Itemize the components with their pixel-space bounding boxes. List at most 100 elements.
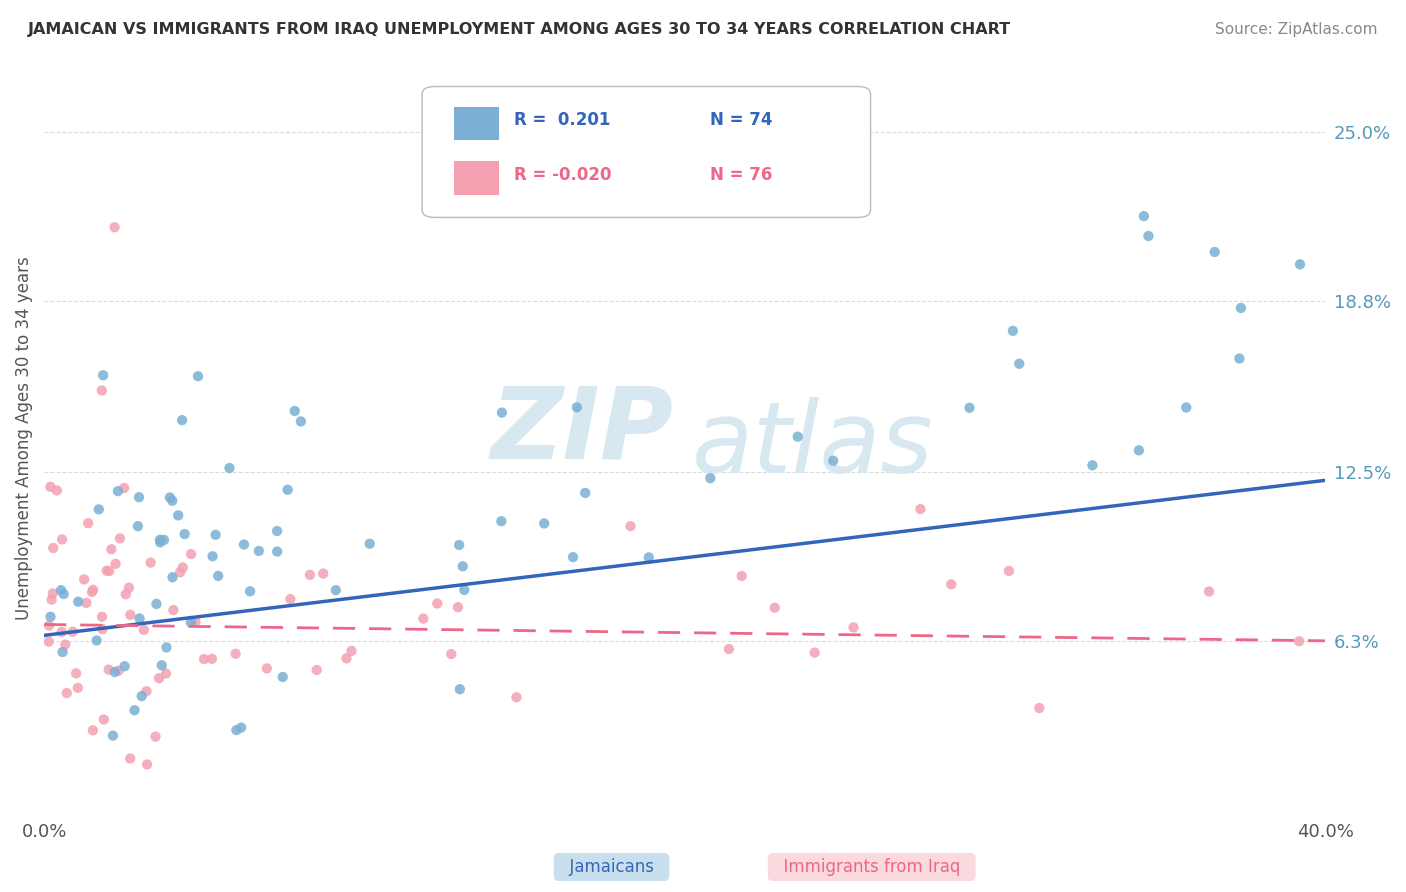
Text: N = 76: N = 76	[710, 166, 773, 184]
Point	[75, 596, 97, 610]
Point	[233, 537, 256, 551]
Text: ZIP: ZIP	[491, 382, 673, 479]
Point	[145, 730, 167, 744]
Point	[66, 681, 89, 695]
Point	[91, 609, 114, 624]
Text: atlas: atlas	[692, 397, 934, 494]
Point	[82, 723, 104, 738]
Point	[155, 640, 177, 655]
Point	[90, 384, 112, 398]
Point	[440, 647, 463, 661]
Bar	[454, 161, 499, 195]
Point	[699, 471, 721, 485]
Point	[298, 567, 321, 582]
Point	[128, 490, 150, 504]
Point	[204, 528, 226, 542]
Point	[139, 556, 162, 570]
Point	[359, 537, 381, 551]
Point	[451, 559, 474, 574]
Point	[91, 368, 114, 383]
Point	[180, 547, 202, 561]
Point	[823, 454, 845, 468]
Point	[280, 592, 302, 607]
Point	[340, 644, 363, 658]
Point	[910, 502, 932, 516]
Point	[45, 483, 67, 498]
Point	[73, 573, 96, 587]
Point	[52, 645, 75, 659]
Point	[1028, 701, 1050, 715]
Point	[82, 582, 104, 597]
Point	[491, 406, 513, 420]
Point	[786, 430, 808, 444]
Point	[159, 491, 181, 505]
Point	[1008, 357, 1031, 371]
Point	[271, 670, 294, 684]
Point	[184, 615, 207, 629]
Point	[193, 652, 215, 666]
Point	[1081, 458, 1104, 473]
Point	[162, 570, 184, 584]
Text: N = 74: N = 74	[710, 112, 773, 129]
Point	[207, 569, 229, 583]
Point	[167, 508, 190, 523]
Point	[284, 404, 307, 418]
Point	[169, 566, 191, 580]
Point	[101, 729, 124, 743]
Point	[160, 493, 183, 508]
Point	[803, 646, 825, 660]
Point	[91, 622, 114, 636]
Point	[619, 519, 641, 533]
Point	[941, 577, 963, 591]
Point	[959, 401, 981, 415]
Point	[100, 542, 122, 557]
Point	[562, 550, 585, 565]
Point	[132, 623, 155, 637]
Point	[149, 535, 172, 549]
Point	[447, 600, 470, 615]
Point	[229, 721, 252, 735]
Point	[38, 618, 60, 632]
Point	[77, 516, 100, 531]
Point	[491, 514, 513, 528]
Text: Source: ZipAtlas.com: Source: ZipAtlas.com	[1215, 22, 1378, 37]
Point	[41, 592, 63, 607]
Text: R = -0.020: R = -0.020	[515, 166, 612, 184]
Point	[1230, 301, 1253, 315]
Point	[266, 544, 288, 558]
Point	[86, 633, 108, 648]
Point	[173, 527, 195, 541]
FancyBboxPatch shape	[422, 87, 870, 218]
Point	[80, 585, 103, 599]
Point	[305, 663, 328, 677]
Point	[65, 666, 87, 681]
Point	[51, 533, 73, 547]
Point	[1288, 634, 1310, 648]
Point	[505, 690, 527, 705]
Point	[1137, 229, 1160, 244]
Point	[637, 550, 659, 565]
Point	[148, 671, 170, 685]
Text: Immigrants from Iraq: Immigrants from Iraq	[773, 858, 970, 876]
Point	[180, 615, 202, 630]
Point	[162, 603, 184, 617]
Point	[118, 581, 141, 595]
Point	[842, 620, 865, 634]
Point	[172, 560, 194, 574]
Point	[335, 651, 357, 665]
Point	[145, 597, 167, 611]
Point	[1229, 351, 1251, 366]
Point	[533, 516, 555, 531]
Point	[290, 414, 312, 428]
Point	[312, 566, 335, 581]
Point	[135, 684, 157, 698]
Point	[120, 607, 142, 622]
Point	[62, 624, 84, 639]
Point	[717, 642, 740, 657]
Y-axis label: Unemployment Among Ages 30 to 34 years: Unemployment Among Ages 30 to 34 years	[15, 256, 32, 620]
Text: R =  0.201: R = 0.201	[515, 112, 610, 129]
Point	[128, 611, 150, 625]
Point	[998, 564, 1021, 578]
Point	[49, 583, 72, 598]
Point	[1198, 584, 1220, 599]
